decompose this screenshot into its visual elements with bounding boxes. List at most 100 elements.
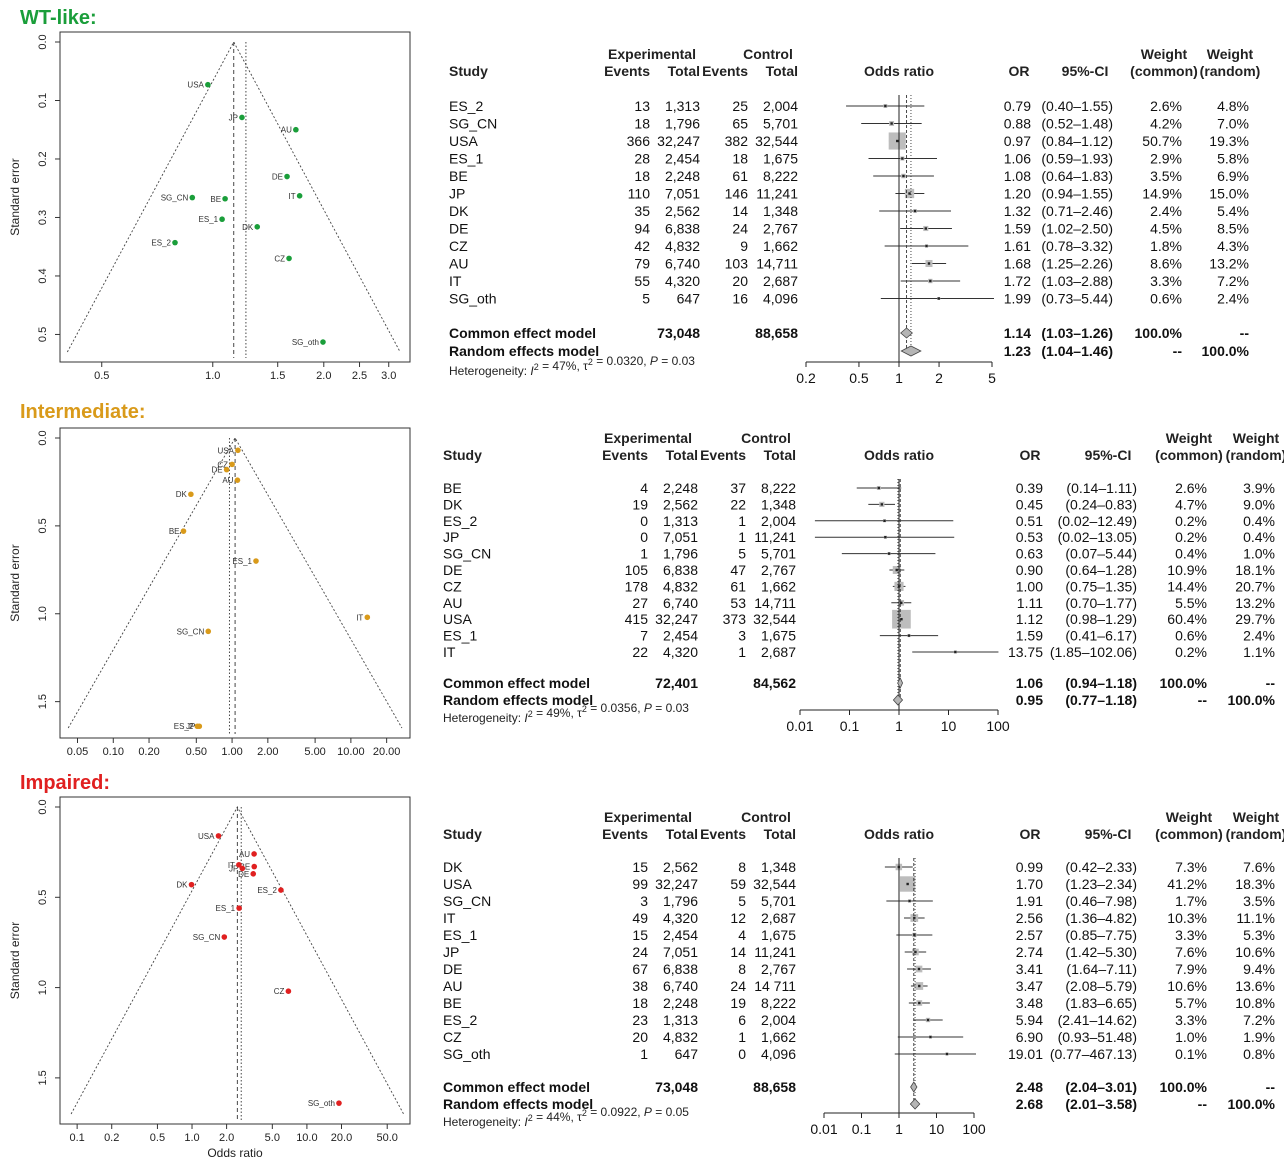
ctl-events: 18: [732, 151, 748, 167]
point-estimate: [945, 1052, 949, 1056]
col-header-total: Total: [766, 63, 798, 79]
point-estimate: [929, 279, 932, 283]
panel-title: Impaired:: [20, 772, 110, 794]
study-name: ES_1: [443, 927, 477, 943]
weight-random: 7.0%: [1217, 116, 1249, 132]
ci-value: (0.98–1.29): [1065, 611, 1137, 627]
funnel-point: [336, 1100, 342, 1106]
funnel-point-label: DK: [176, 490, 188, 499]
ctl-events: 6: [738, 1012, 746, 1028]
ctl-events: 53: [730, 595, 746, 611]
ctl-total: 1,348: [761, 859, 796, 875]
funnel-point: [278, 887, 284, 893]
ci-value: (1.02–2.50): [1041, 221, 1113, 237]
exp-events: 23: [632, 1012, 648, 1028]
ctl-events: 59: [730, 876, 746, 892]
funnel-point: [250, 871, 257, 877]
ctl-total: 32,544: [755, 133, 798, 149]
point-estimate: [901, 157, 904, 160]
random-weight-common: --: [1198, 692, 1208, 708]
point-estimate: [887, 552, 891, 555]
funnel-y-tick-label: 0.1: [37, 93, 49, 108]
col-header-or: OR: [1009, 63, 1030, 79]
funnel-y-tick-label: 0.5: [37, 890, 49, 905]
common-exp-total: 72,401: [655, 675, 698, 691]
ci-value: (0.75–1.35): [1065, 578, 1137, 594]
exp-total: 2,454: [665, 151, 700, 167]
exp-total: 2,562: [663, 496, 698, 512]
funnel-y-tick-label: 0.5: [37, 327, 49, 342]
point-estimate: [917, 967, 921, 971]
funnel-point: [221, 934, 228, 940]
col-header-ci: 95%-CI: [1062, 63, 1109, 79]
odds-ratio-value: 1.11: [1017, 595, 1043, 611]
point-estimate: [907, 634, 911, 637]
exp-total: 32,247: [655, 611, 698, 627]
forest-tick-label: 10: [929, 1121, 945, 1137]
odds-ratio-value: 1.06: [1004, 151, 1031, 167]
ctl-events: 3: [738, 628, 746, 644]
col-header-common: (common): [1155, 447, 1223, 463]
weight-random: 3.9%: [1243, 480, 1275, 496]
funnel-y-tick-label: 1.0: [37, 606, 49, 621]
odds-ratio-value: 0.88: [1004, 116, 1031, 132]
weight-random: 15.0%: [1209, 186, 1249, 202]
study-name: CZ: [449, 238, 468, 254]
funnel-y-tick-label: 0.0: [37, 430, 49, 445]
funnel-x-tick-label: 0.1: [69, 1132, 84, 1144]
exp-total: 647: [677, 291, 701, 307]
exp-total: 1,796: [665, 116, 700, 132]
funnel-x-tick-label: 0.2: [104, 1132, 119, 1144]
weight-random: 6.9%: [1217, 168, 1249, 184]
heterogeneity-part: P: [644, 701, 652, 715]
point-estimate: [902, 174, 905, 178]
random-or: 2.68: [1016, 1096, 1043, 1112]
weight-random: 2.4%: [1243, 628, 1275, 644]
study-name: IT: [443, 644, 456, 660]
funnel-x-tick-label: 20.0: [331, 1132, 352, 1144]
common-weight-random: --: [1240, 325, 1250, 341]
ctl-events: 0: [738, 1046, 746, 1062]
funnel-point: [222, 195, 228, 202]
common-weight-random: --: [1266, 675, 1276, 691]
weight-common: 7.3%: [1175, 859, 1207, 875]
study-name: CZ: [443, 578, 462, 594]
funnel-y-axis-label: Standard error: [8, 158, 22, 235]
exp-events: 110: [628, 186, 651, 202]
weight-random: 13.2%: [1235, 595, 1275, 611]
weight-common: 0.2%: [1175, 513, 1207, 529]
weight-random: 1.1%: [1243, 644, 1275, 660]
ctl-events: 61: [730, 578, 746, 594]
funnel-point-label: USA: [217, 446, 234, 455]
col-header-weight-common: Weight: [1166, 809, 1213, 825]
funnel-point-label: SG_oth: [308, 1099, 335, 1108]
heterogeneity-part: = 0.03: [658, 354, 695, 368]
forest-tick-label: 100: [986, 718, 1010, 734]
col-header-experimental: Experimental: [604, 809, 692, 825]
col-header-control: Control: [743, 46, 793, 62]
funnel-y-tick-label: 0.3: [37, 210, 49, 225]
weight-common: 5.5%: [1175, 595, 1207, 611]
weight-common: 0.2%: [1175, 644, 1207, 660]
ctl-total: 8,222: [761, 995, 796, 1011]
funnel-point: [251, 863, 258, 870]
ci-value: (1.85–102.06): [1050, 644, 1137, 660]
funnel-frame: [59, 31, 411, 363]
point-estimate: [913, 933, 916, 937]
study-name: SG_CN: [443, 546, 491, 562]
exp-events: 18: [634, 116, 650, 132]
random-weight-random: 100.0%: [1228, 1096, 1276, 1112]
odds-ratio-value: 19.01: [1008, 1046, 1043, 1062]
exp-events: 28: [634, 151, 650, 167]
ctl-total: 2,687: [761, 644, 796, 660]
funnel-point: [320, 339, 326, 345]
funnel-point-label: AU: [239, 850, 250, 859]
odds-ratio-value: 3.48: [1016, 995, 1043, 1011]
funnel-ci-lines: [66, 41, 401, 353]
study-name: JP: [449, 186, 465, 202]
random-effect-diamond: [909, 1098, 921, 1110]
exp-total: 7,051: [663, 944, 698, 960]
exp-events: 15: [632, 927, 648, 943]
